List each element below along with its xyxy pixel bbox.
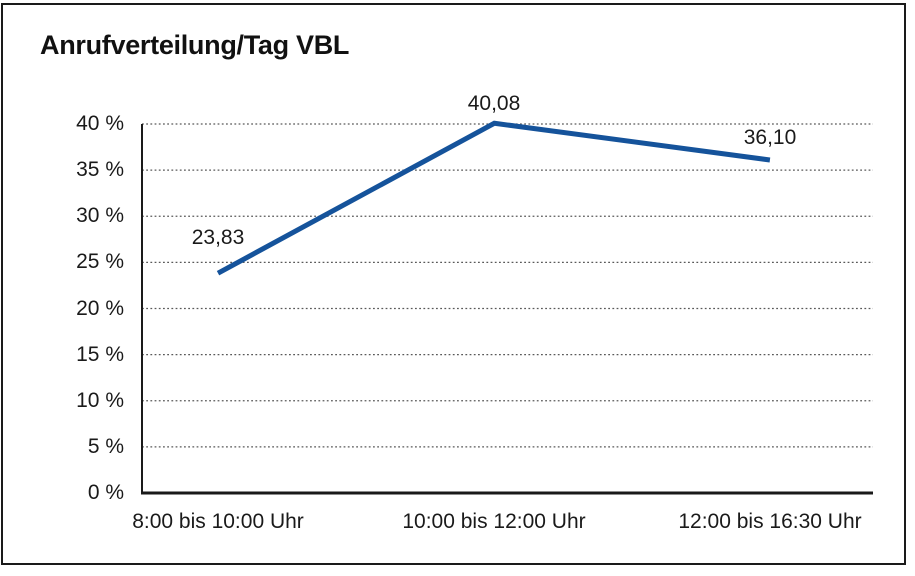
chart-border-frame <box>1 3 906 565</box>
chart-title: Anrufverteilung/Tag VBL <box>40 30 350 60</box>
data-point-label: 40,08 <box>467 92 521 115</box>
data-line <box>216 120 771 276</box>
x-tick-label: 10:00 bis 12:00 Uhr <box>402 510 586 533</box>
y-tick-label: 35 % <box>76 158 124 181</box>
y-tick-label: 5 % <box>87 435 124 458</box>
y-tick-label: 15 % <box>76 343 124 366</box>
x-tick-label: 12:00 bis 16:30 Uhr <box>678 510 862 533</box>
y-tick-label: 25 % <box>76 250 124 273</box>
y-tick-label: 40 % <box>76 112 124 135</box>
y-tick-label: 0 % <box>87 481 124 504</box>
data-point-label: 36,10 <box>743 126 797 149</box>
x-tick-label: 8:00 bis 10:00 Uhr <box>132 510 304 533</box>
data-point-label: 23,83 <box>191 226 245 249</box>
y-tick-label: 30 % <box>76 204 124 227</box>
y-tick-label: 20 % <box>76 297 124 320</box>
y-tick-label: 10 % <box>76 389 124 412</box>
